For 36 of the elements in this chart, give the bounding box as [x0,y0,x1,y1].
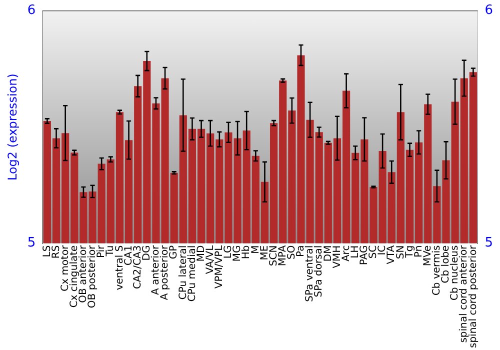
x-tick-label: MPA [277,245,288,266]
x-tick-label: SCN [268,245,280,266]
x-tick-label: Tg [404,245,416,259]
x-tick-label: A posterior [160,244,171,300]
x-tick-label: CA1 [123,245,134,266]
x-tick-label: SPa dorsal [314,245,325,298]
x-tick-label: GP [168,245,180,260]
x-tick-label: ventral S [114,245,126,290]
x-tick-label: ME [259,245,270,260]
x-tick-label: MD [196,244,207,262]
x-tick-label: LH [350,245,361,258]
x-tick-label: Pn [413,245,424,258]
x-tick-label: DG [141,245,152,261]
x-tick-label: MVe [422,245,434,266]
x-tick-label: Arc [340,245,352,262]
x-tick-label: VA/VL [204,244,216,274]
x-tick-label: LS [42,245,53,258]
x-tick-label: Cx cingulate [68,245,80,308]
x-tick-label: spinal cord anterior [458,244,470,343]
x-tick-label: spinal cord posterior [468,244,479,348]
x-tick-label: M [250,245,262,254]
x-tick-label: RS [50,245,62,259]
x-tick-label: Pa [296,245,307,258]
x-tick-label: VTA [386,245,398,264]
x-tick-label: Cb lobe [440,245,452,284]
x-tick-label: VMH [332,245,343,268]
x-tick-label: DM [322,245,334,262]
y2-tick-label: 6 [484,3,494,18]
x-tick-label: OB posterior [87,244,98,308]
x-tick-label: Hb [241,245,252,260]
y2-tick-label: 5 [484,236,494,251]
x-tick-label: CPu medial [186,245,198,302]
x-tick-label: CA2/CA3 [132,245,144,290]
y-axis-title: Log2 (expression) [5,74,20,181]
x-tick-label: SN [395,245,406,260]
x-tick-label: Tu [105,245,116,258]
